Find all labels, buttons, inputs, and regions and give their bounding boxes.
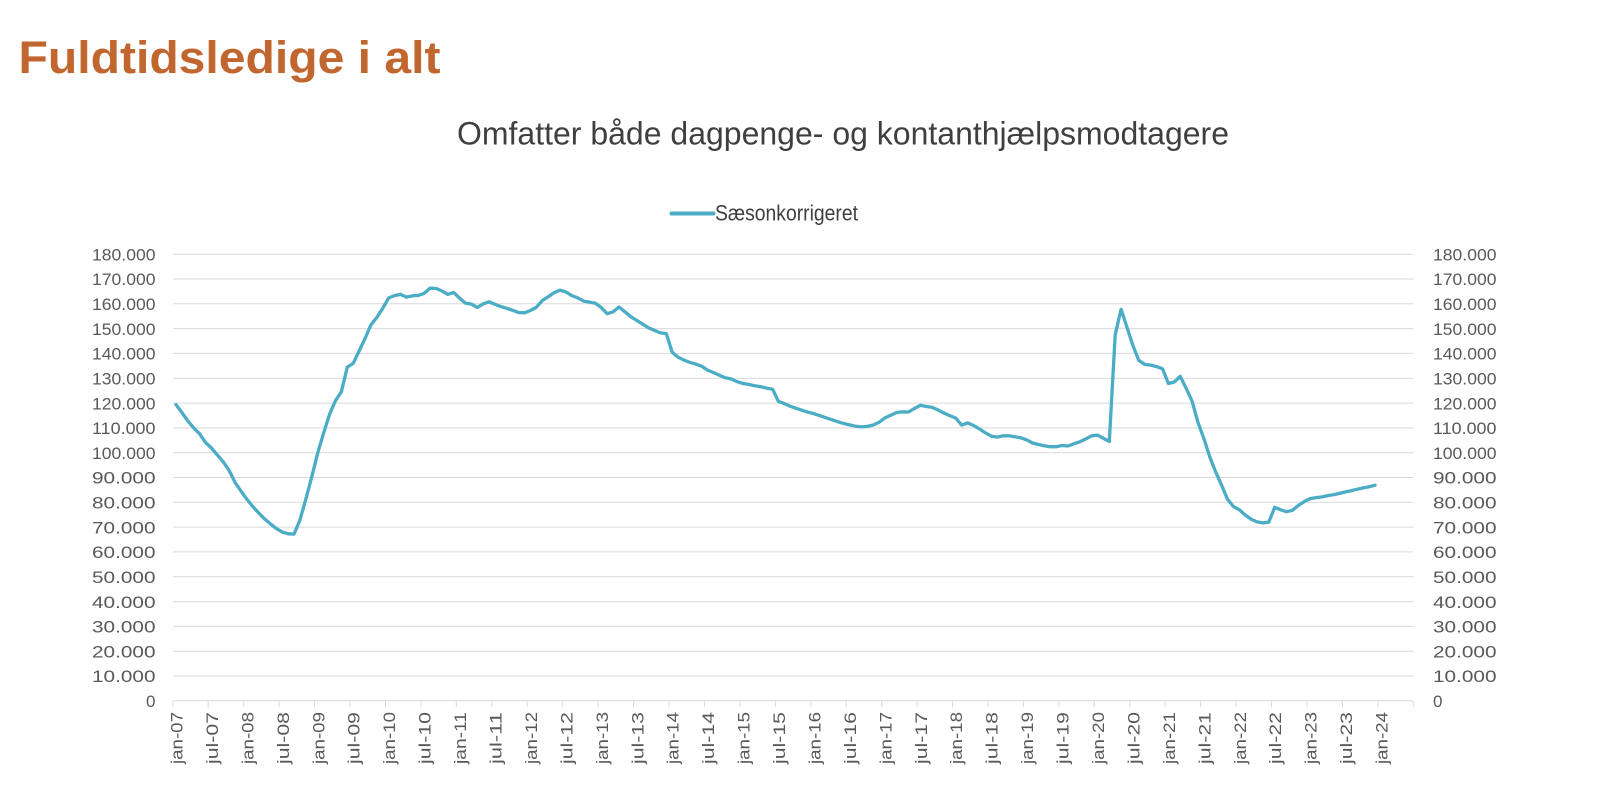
svg-text:40.000: 40.000 xyxy=(1433,593,1497,612)
svg-text:70.000: 70.000 xyxy=(1433,518,1497,537)
svg-text:Fuldtidsledige i alt: Fuldtidsledige i alt xyxy=(19,32,441,83)
svg-text:jul-16: jul-16 xyxy=(841,712,860,765)
svg-text:jan-22: jan-22 xyxy=(1231,712,1250,765)
svg-text:170.000: 170.000 xyxy=(1433,270,1497,289)
svg-text:50.000: 50.000 xyxy=(92,568,156,587)
svg-text:jan-19: jan-19 xyxy=(1018,712,1037,765)
svg-text:170.000: 170.000 xyxy=(92,270,156,289)
svg-text:100.000: 100.000 xyxy=(92,444,156,463)
svg-text:60.000: 60.000 xyxy=(92,543,156,562)
svg-text:160.000: 160.000 xyxy=(92,295,156,314)
svg-text:80.000: 80.000 xyxy=(92,494,156,513)
svg-text:jul-19: jul-19 xyxy=(1054,712,1073,765)
svg-text:50.000: 50.000 xyxy=(1433,568,1497,587)
svg-text:jul-22: jul-22 xyxy=(1266,712,1285,765)
svg-text:jul-12: jul-12 xyxy=(557,712,576,765)
svg-text:jan-07: jan-07 xyxy=(168,712,187,765)
svg-text:jan-17: jan-17 xyxy=(876,712,895,765)
svg-text:jan-24: jan-24 xyxy=(1373,712,1392,765)
svg-text:jan-09: jan-09 xyxy=(309,712,328,765)
svg-text:10.000: 10.000 xyxy=(1433,667,1497,686)
svg-text:100.000: 100.000 xyxy=(1433,444,1497,463)
svg-text:jan-11: jan-11 xyxy=(451,712,470,765)
svg-text:150.000: 150.000 xyxy=(92,320,156,339)
svg-text:150.000: 150.000 xyxy=(1433,320,1497,339)
svg-text:jul-09: jul-09 xyxy=(345,712,364,765)
svg-text:jul-23: jul-23 xyxy=(1337,712,1356,765)
svg-text:jul-15: jul-15 xyxy=(770,712,789,765)
svg-text:jul-10: jul-10 xyxy=(416,712,435,765)
svg-text:160.000: 160.000 xyxy=(1433,295,1497,314)
svg-text:130.000: 130.000 xyxy=(92,370,156,389)
svg-text:140.000: 140.000 xyxy=(92,345,156,364)
svg-text:80.000: 80.000 xyxy=(1433,494,1497,513)
svg-text:jan-08: jan-08 xyxy=(238,712,257,765)
svg-text:jul-20: jul-20 xyxy=(1125,712,1144,765)
svg-text:jan-12: jan-12 xyxy=(522,712,541,765)
svg-text:30.000: 30.000 xyxy=(92,618,156,637)
svg-text:jul-07: jul-07 xyxy=(203,712,222,765)
svg-text:jan-13: jan-13 xyxy=(593,712,612,765)
svg-text:130.000: 130.000 xyxy=(1433,370,1497,389)
svg-text:0: 0 xyxy=(146,692,155,711)
svg-text:jul-11: jul-11 xyxy=(487,712,506,765)
svg-text:90.000: 90.000 xyxy=(1433,469,1497,488)
svg-text:30.000: 30.000 xyxy=(1433,618,1497,637)
svg-text:jan-14: jan-14 xyxy=(664,712,683,765)
svg-text:70.000: 70.000 xyxy=(92,518,156,537)
svg-text:Sæsonkorrigeret: Sæsonkorrigeret xyxy=(715,201,858,226)
svg-text:jan-10: jan-10 xyxy=(380,712,399,765)
svg-text:jan-15: jan-15 xyxy=(735,712,754,765)
svg-text:40.000: 40.000 xyxy=(92,593,156,612)
svg-text:120.000: 120.000 xyxy=(1433,394,1497,413)
svg-text:110.000: 110.000 xyxy=(1433,419,1497,438)
svg-text:10.000: 10.000 xyxy=(92,667,156,686)
svg-text:20.000: 20.000 xyxy=(1433,642,1497,661)
svg-text:120.000: 120.000 xyxy=(92,394,156,413)
svg-text:jul-21: jul-21 xyxy=(1195,712,1214,765)
svg-text:jan-20: jan-20 xyxy=(1089,712,1108,765)
svg-text:0: 0 xyxy=(1433,692,1442,711)
svg-text:jan-21: jan-21 xyxy=(1160,712,1179,765)
svg-text:jan-18: jan-18 xyxy=(947,712,966,765)
svg-text:jul-18: jul-18 xyxy=(983,712,1002,765)
svg-text:jan-23: jan-23 xyxy=(1302,712,1321,765)
svg-text:jul-08: jul-08 xyxy=(274,712,293,765)
svg-text:90.000: 90.000 xyxy=(92,469,156,488)
svg-text:jan-16: jan-16 xyxy=(806,712,825,765)
svg-text:jul-17: jul-17 xyxy=(912,712,931,765)
svg-text:Omfatter både dagpenge- og kon: Omfatter både dagpenge- og kontanthjælps… xyxy=(457,116,1229,152)
svg-text:20.000: 20.000 xyxy=(92,642,156,661)
svg-text:180.000: 180.000 xyxy=(1433,245,1497,264)
svg-text:110.000: 110.000 xyxy=(92,419,156,438)
svg-text:180.000: 180.000 xyxy=(92,245,156,264)
svg-text:jul-14: jul-14 xyxy=(699,712,718,765)
svg-text:jul-13: jul-13 xyxy=(628,712,647,765)
svg-text:140.000: 140.000 xyxy=(1433,345,1497,364)
svg-text:60.000: 60.000 xyxy=(1433,543,1497,562)
